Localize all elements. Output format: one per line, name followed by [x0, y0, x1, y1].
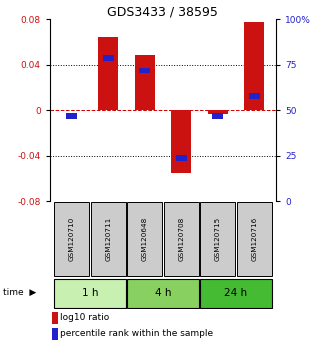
Bar	[134, 55, 155, 110]
FancyBboxPatch shape	[200, 202, 235, 276]
Text: GSM120716: GSM120716	[251, 217, 257, 261]
Bar	[212, 113, 223, 119]
Bar	[208, 110, 228, 114]
Text: 4 h: 4 h	[155, 288, 171, 298]
FancyBboxPatch shape	[164, 202, 199, 276]
Text: log10 ratio: log10 ratio	[60, 313, 109, 322]
Bar	[66, 113, 77, 119]
FancyBboxPatch shape	[127, 279, 199, 308]
Bar	[176, 155, 187, 161]
FancyBboxPatch shape	[200, 279, 272, 308]
Text: percentile rank within the sample: percentile rank within the sample	[60, 329, 213, 338]
FancyBboxPatch shape	[54, 202, 89, 276]
Text: time  ▶: time ▶	[3, 288, 37, 297]
Bar	[244, 22, 264, 110]
Text: 1 h: 1 h	[82, 288, 98, 298]
Text: GSM120708: GSM120708	[178, 217, 184, 261]
Title: GDS3433 / 38595: GDS3433 / 38595	[108, 5, 218, 18]
FancyBboxPatch shape	[91, 202, 126, 276]
Bar	[52, 328, 58, 340]
Text: GSM120710: GSM120710	[69, 217, 75, 261]
Bar	[249, 93, 260, 99]
Bar	[139, 68, 150, 73]
FancyBboxPatch shape	[237, 202, 272, 276]
Text: GSM120715: GSM120715	[215, 217, 221, 261]
Text: GSM120711: GSM120711	[105, 217, 111, 261]
Text: GSM120648: GSM120648	[142, 217, 148, 261]
Bar	[52, 312, 58, 324]
Bar	[98, 36, 118, 110]
Bar	[171, 110, 191, 173]
FancyBboxPatch shape	[127, 202, 162, 276]
FancyBboxPatch shape	[54, 279, 126, 308]
Bar	[103, 55, 114, 61]
Text: 24 h: 24 h	[224, 288, 247, 298]
